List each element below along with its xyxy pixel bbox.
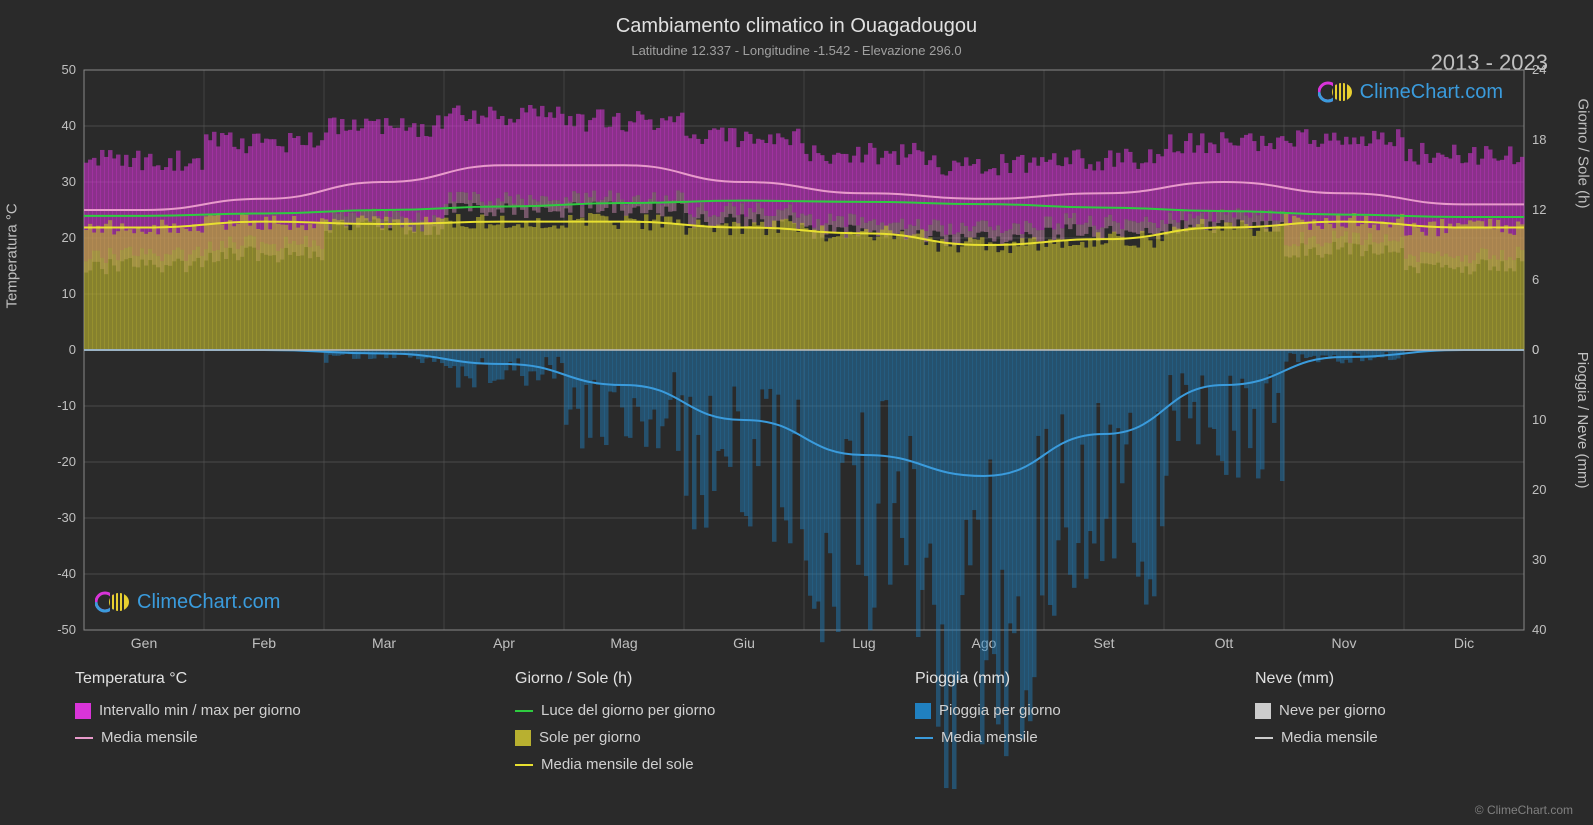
legend-item: Sole per giorno — [515, 729, 875, 746]
svg-text:30: 30 — [62, 174, 76, 189]
legend-item: Media mensile — [1255, 729, 1515, 746]
svg-text:Ott: Ott — [1215, 635, 1234, 651]
svg-text:18: 18 — [1532, 132, 1546, 147]
legend-swatch — [1255, 703, 1271, 719]
y-axis-right-bottom-label: Pioggia / Neve (mm) — [1575, 352, 1592, 489]
legend-swatch — [915, 703, 931, 719]
legend-label: Luce del giorno per giorno — [541, 702, 715, 719]
legend-swatch — [75, 737, 93, 739]
legend-group-title: Neve (mm) — [1255, 670, 1515, 688]
svg-text:Gen: Gen — [131, 635, 157, 651]
svg-text:12: 12 — [1532, 202, 1546, 217]
svg-text:20: 20 — [62, 230, 76, 245]
legend-swatch — [515, 764, 533, 766]
legend-label: Media mensile — [1281, 729, 1378, 746]
legend-item: Intervallo min / max per giorno — [75, 702, 475, 719]
logo-text-top: ClimeChart.com — [1360, 81, 1503, 104]
chart-svg: 50403020100-10-20-30-40-5024181260010203… — [75, 70, 1533, 630]
svg-text:-10: -10 — [57, 398, 76, 413]
legend-swatch — [515, 730, 531, 746]
logo-top: ClimeChart.com — [1318, 80, 1503, 104]
logo-icon — [95, 590, 131, 614]
svg-text:50: 50 — [62, 62, 76, 77]
logo-icon — [1318, 80, 1354, 104]
svg-text:0: 0 — [69, 342, 76, 357]
legend-item: Media mensile — [75, 729, 475, 746]
legend-item: Neve per giorno — [1255, 702, 1515, 719]
svg-text:10: 10 — [1532, 412, 1546, 427]
legend-item: Luce del giorno per giorno — [515, 702, 875, 719]
legend-swatch — [1255, 737, 1273, 739]
legend-item: Media mensile del sole — [515, 756, 875, 773]
climate-chart-container: Cambiamento climatico in Ouagadougou Lat… — [0, 0, 1593, 825]
chart-title: Cambiamento climatico in Ouagadougou — [20, 15, 1573, 38]
svg-text:Feb: Feb — [252, 635, 276, 651]
svg-text:Lug: Lug — [852, 635, 875, 651]
svg-text:-40: -40 — [57, 566, 76, 581]
y-axis-right-top-label: Giorno / Sole (h) — [1575, 98, 1592, 208]
legend-group: Giorno / Sole (h) Luce del giorno per gio… — [515, 670, 875, 773]
legend-label: Pioggia per giorno — [939, 702, 1061, 719]
legend-label: Sole per giorno — [539, 729, 641, 746]
svg-text:Giu: Giu — [733, 635, 755, 651]
legend-item: Media mensile — [915, 729, 1215, 746]
svg-text:-30: -30 — [57, 510, 76, 525]
svg-text:40: 40 — [62, 118, 76, 133]
svg-text:-50: -50 — [57, 622, 76, 637]
legend-swatch — [515, 710, 533, 712]
legend-item: Pioggia per giorno — [915, 702, 1215, 719]
legend-swatch — [75, 703, 91, 719]
plot-area: 50403020100-10-20-30-40-5024181260010203… — [75, 70, 1533, 630]
svg-text:Apr: Apr — [493, 635, 515, 651]
svg-text:20: 20 — [1532, 482, 1546, 497]
svg-text:6: 6 — [1532, 272, 1539, 287]
legend-label: Media mensile del sole — [541, 756, 694, 773]
svg-text:10: 10 — [62, 286, 76, 301]
svg-text:Mag: Mag — [610, 635, 637, 651]
legend-group-title: Pioggia (mm) — [915, 670, 1215, 688]
legend-group: Temperatura °C Intervallo min / max per g… — [75, 670, 475, 773]
legend-area: Temperatura °C Intervallo min / max per g… — [75, 670, 1533, 773]
svg-text:Set: Set — [1093, 635, 1114, 651]
svg-text:40: 40 — [1532, 622, 1546, 637]
chart-subtitle: Latitudine 12.337 - Longitudine -1.542 -… — [20, 43, 1573, 58]
svg-text:24: 24 — [1532, 62, 1546, 77]
legend-label: Media mensile — [941, 729, 1038, 746]
logo-bottom: ClimeChart.com — [95, 590, 280, 614]
svg-text:Nov: Nov — [1332, 635, 1357, 651]
legend-label: Neve per giorno — [1279, 702, 1386, 719]
copyright-label: © ClimeChart.com — [1475, 803, 1573, 817]
legend-swatch — [915, 737, 933, 739]
legend-group: Neve (mm) Neve per giorno Media mensile — [1255, 670, 1515, 773]
legend-label: Media mensile — [101, 729, 198, 746]
legend-group-title: Giorno / Sole (h) — [515, 670, 875, 688]
legend-group-title: Temperatura °C — [75, 670, 475, 688]
svg-text:Mar: Mar — [372, 635, 396, 651]
y-axis-left-label: Temperatura °C — [4, 203, 21, 308]
svg-text:Dic: Dic — [1454, 635, 1474, 651]
svg-text:0: 0 — [1532, 342, 1539, 357]
logo-text-bottom: ClimeChart.com — [137, 591, 280, 614]
svg-text:-20: -20 — [57, 454, 76, 469]
legend-group: Pioggia (mm) Pioggia per giorno Media mens… — [915, 670, 1215, 773]
legend-label: Intervallo min / max per giorno — [99, 702, 301, 719]
svg-text:30: 30 — [1532, 552, 1546, 567]
